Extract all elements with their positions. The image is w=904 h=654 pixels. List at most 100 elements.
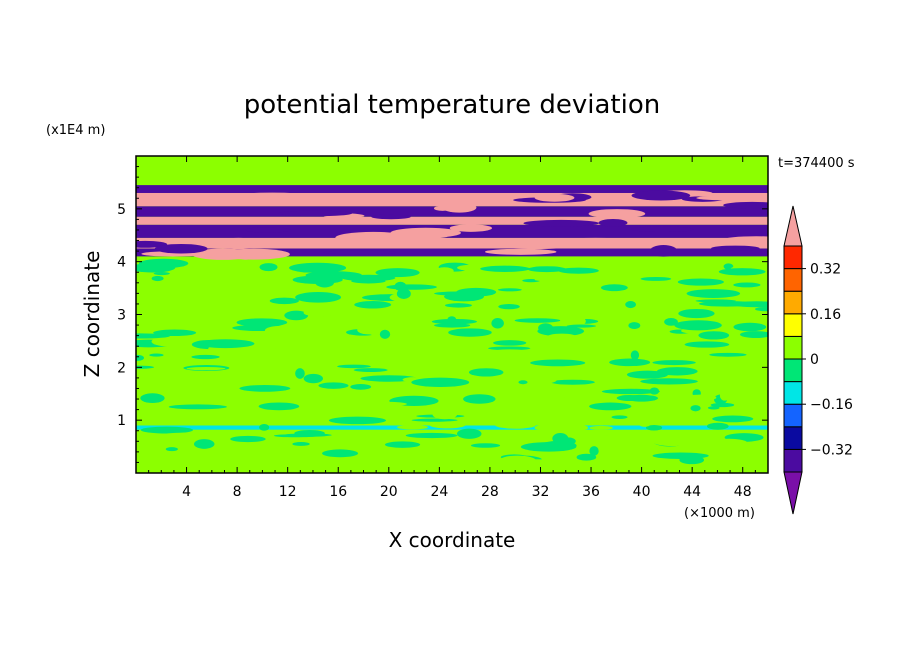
field-blob — [664, 317, 678, 326]
field-blob — [484, 248, 557, 255]
field-blob — [270, 413, 298, 422]
colorbar-box — [783, 381, 803, 405]
field-blob — [386, 284, 437, 290]
field-blob — [154, 243, 208, 254]
field-blob — [295, 292, 342, 303]
field-blob — [240, 354, 297, 358]
field-blob — [485, 389, 516, 397]
x-tick-label: 4 — [182, 484, 191, 500]
field-blob — [723, 263, 734, 270]
x-tick-label: 20 — [380, 484, 398, 500]
field-blob — [652, 360, 696, 366]
field-blob — [151, 336, 184, 347]
field-blob — [415, 309, 459, 318]
field-blob — [645, 424, 663, 431]
field-blob — [710, 402, 735, 408]
field-blob — [686, 289, 741, 298]
field-blob — [186, 367, 226, 371]
field-blob — [433, 205, 451, 211]
field-blob — [344, 289, 362, 298]
field-blob — [628, 403, 654, 414]
field-blob — [401, 360, 461, 372]
field-blob — [468, 368, 504, 377]
field-blob — [360, 401, 407, 407]
field-blob — [495, 421, 536, 429]
x-tick-label: 24 — [430, 484, 448, 500]
field-blob — [239, 384, 291, 392]
field-blob — [337, 364, 371, 369]
field-blob — [370, 240, 447, 246]
field-blob — [303, 373, 323, 384]
field-blob — [136, 263, 176, 273]
field-blob — [140, 393, 165, 404]
field-blob — [641, 430, 692, 435]
field-blob — [696, 195, 756, 201]
field-blob — [136, 333, 170, 339]
field-band-6 — [136, 216, 768, 225]
field-blob — [550, 379, 595, 385]
colorbar-extend-top — [783, 205, 803, 247]
field-blob — [517, 459, 553, 465]
field-blob — [702, 441, 740, 452]
field-blob — [458, 353, 488, 363]
field-blob — [292, 275, 343, 284]
field-blob — [449, 312, 486, 321]
field-blob — [151, 275, 164, 282]
field-blob — [371, 214, 411, 220]
field-blob — [630, 226, 694, 233]
field-blob — [351, 278, 386, 284]
field-blob — [310, 301, 350, 310]
field-blob — [628, 322, 641, 329]
field-blob — [200, 302, 259, 313]
field-blob — [640, 378, 698, 385]
field-blob — [166, 278, 214, 282]
field-blob — [684, 341, 730, 348]
field-blob — [267, 373, 287, 380]
field-blob — [470, 443, 501, 448]
field-blob — [295, 341, 350, 347]
field-blob — [600, 284, 628, 292]
y-unit-label: (x1E4 m) — [46, 123, 105, 138]
field-blob — [236, 318, 288, 327]
field-blob — [518, 380, 528, 385]
field-blob — [529, 395, 571, 407]
field-blob — [649, 245, 678, 257]
field-blob — [149, 353, 164, 357]
field-blob — [136, 365, 155, 369]
field-blob — [649, 387, 660, 395]
field-blob — [598, 219, 628, 227]
field-blob — [432, 409, 458, 420]
colorbar-box — [783, 335, 803, 360]
field-blob — [626, 370, 669, 379]
field-blob — [448, 328, 492, 337]
y-tick-label: 1 — [117, 413, 126, 429]
field-blob — [527, 266, 566, 273]
field-blob — [690, 405, 701, 412]
field-blob — [493, 340, 527, 346]
field-blob — [322, 449, 359, 458]
field-blob — [396, 288, 411, 299]
field-blob — [365, 437, 393, 444]
field-blob — [599, 435, 643, 439]
x-tick-label: 28 — [481, 484, 499, 500]
colorbar: 0.32 0.16 0 −0.16 −0.32 — [783, 205, 853, 515]
x-tick-label: 44 — [683, 484, 701, 500]
field-blob — [314, 315, 366, 325]
field-blob — [153, 272, 170, 276]
field-blob — [530, 359, 586, 367]
field-blob — [545, 333, 579, 343]
x-tick-label: 32 — [532, 484, 550, 500]
field-blob — [684, 394, 717, 401]
y-tick-label: 4 — [117, 255, 126, 271]
field-blob — [411, 418, 458, 422]
field-blob — [514, 318, 561, 323]
field-blob — [709, 352, 747, 357]
field-blob — [651, 435, 693, 447]
field-blob — [158, 442, 197, 449]
field-blob — [652, 452, 709, 459]
field-blob — [689, 419, 704, 425]
field-blob — [566, 324, 597, 328]
field-blob — [191, 248, 254, 260]
field-blob — [678, 308, 715, 319]
